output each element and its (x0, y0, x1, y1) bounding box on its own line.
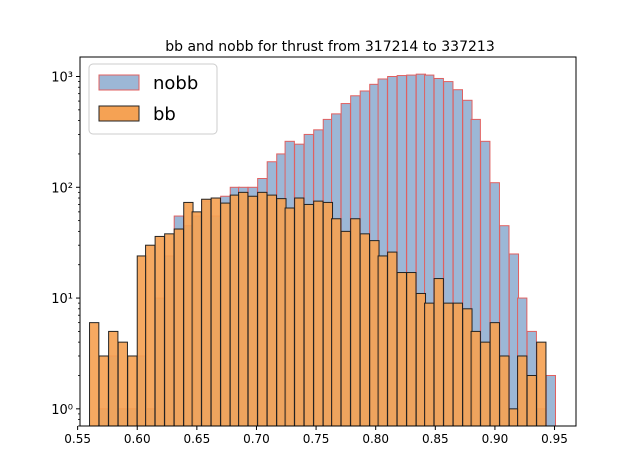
x-tick-label: 0.60 (124, 432, 151, 446)
x-tick-label: 0.55 (64, 432, 91, 446)
x-tick-label: 0.90 (482, 432, 509, 446)
y-tick-label: 10⁰ (51, 403, 73, 418)
bb-bar (210, 197, 221, 426)
bb-bar (377, 255, 388, 426)
plot-frame (79, 56, 577, 427)
bb-bar (340, 230, 351, 426)
x-tick-label: 0.70 (243, 432, 270, 446)
x-tick-label: 0.80 (362, 432, 389, 446)
legend-swatch-bb (98, 105, 140, 122)
bb-bar (536, 341, 547, 426)
bb-bar (220, 202, 231, 426)
bb-bar (424, 302, 435, 426)
y-tick-label: 10¹ (51, 292, 73, 307)
bb-bar (331, 218, 342, 426)
bb-series (89, 191, 547, 426)
bb-bar (359, 233, 370, 426)
bb-bar (238, 191, 249, 426)
bb-bar (154, 235, 165, 426)
legend-label-nobb: nobb (153, 73, 198, 94)
bb-bar (433, 278, 444, 426)
bb-bar (164, 233, 175, 426)
bb-bar (201, 198, 212, 426)
x-tick-label: 0.65 (183, 432, 210, 446)
bb-bar (470, 330, 481, 426)
bb-bar (499, 355, 510, 426)
bb-bar (452, 302, 463, 426)
bb-bar (508, 408, 520, 426)
bb-bar (526, 374, 537, 426)
bb-bar (145, 244, 156, 426)
bb-bar (443, 302, 454, 426)
x-tick-label: 0.95 (541, 432, 568, 446)
bb-bar (108, 330, 119, 426)
legend: nobb bb (88, 63, 218, 135)
x-tick-label: 0.85 (422, 432, 449, 446)
bb-bar (350, 218, 361, 426)
bb-bar (480, 341, 491, 426)
bb-bar (257, 191, 268, 426)
bb-bar (303, 203, 314, 426)
y-axis: 10⁰ 10¹ 10² 10³ (51, 71, 80, 427)
bb-bar (98, 355, 109, 426)
bb-bar (89, 322, 100, 426)
bb-bar (173, 228, 184, 426)
bb-bar (406, 272, 417, 426)
bb-bar (247, 195, 258, 426)
x-axis: 0.55 0.60 0.65 0.70 0.75 0.80 0.85 0.90 0.95 (64, 426, 568, 446)
legend-swatch-nobb (98, 74, 140, 91)
legend-label-bb: bb (153, 104, 176, 125)
chart-title: bb and nobb for thrust from 317214 to 33… (165, 39, 494, 55)
y-tick-label: 10² (51, 181, 73, 196)
y-tick-label: 10³ (51, 71, 73, 86)
bb-bar (396, 272, 407, 426)
x-tick-label: 0.75 (303, 432, 330, 446)
bb-bar (517, 355, 528, 426)
bb-bar (313, 200, 324, 426)
bb-bar (284, 207, 295, 426)
bb-bar (117, 341, 128, 426)
bb-bar (266, 194, 277, 426)
bb-bar (387, 251, 398, 426)
bb-bar (191, 211, 202, 426)
bb-bar (294, 197, 305, 426)
